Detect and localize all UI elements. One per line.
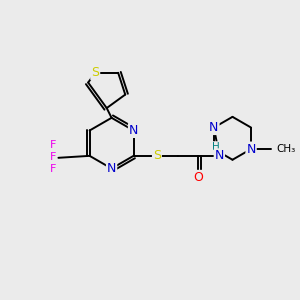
Text: S: S <box>91 66 99 79</box>
Text: F: F <box>50 164 56 173</box>
Text: F: F <box>50 140 56 150</box>
Text: F: F <box>50 152 56 162</box>
Text: O: O <box>193 171 203 184</box>
Text: N: N <box>107 162 116 175</box>
Text: N: N <box>209 121 219 134</box>
Text: CH₃: CH₃ <box>276 144 296 154</box>
Text: S: S <box>153 149 161 162</box>
Text: N: N <box>215 149 224 162</box>
Text: H: H <box>212 142 219 152</box>
Text: N: N <box>129 124 138 137</box>
Text: N: N <box>246 142 256 155</box>
